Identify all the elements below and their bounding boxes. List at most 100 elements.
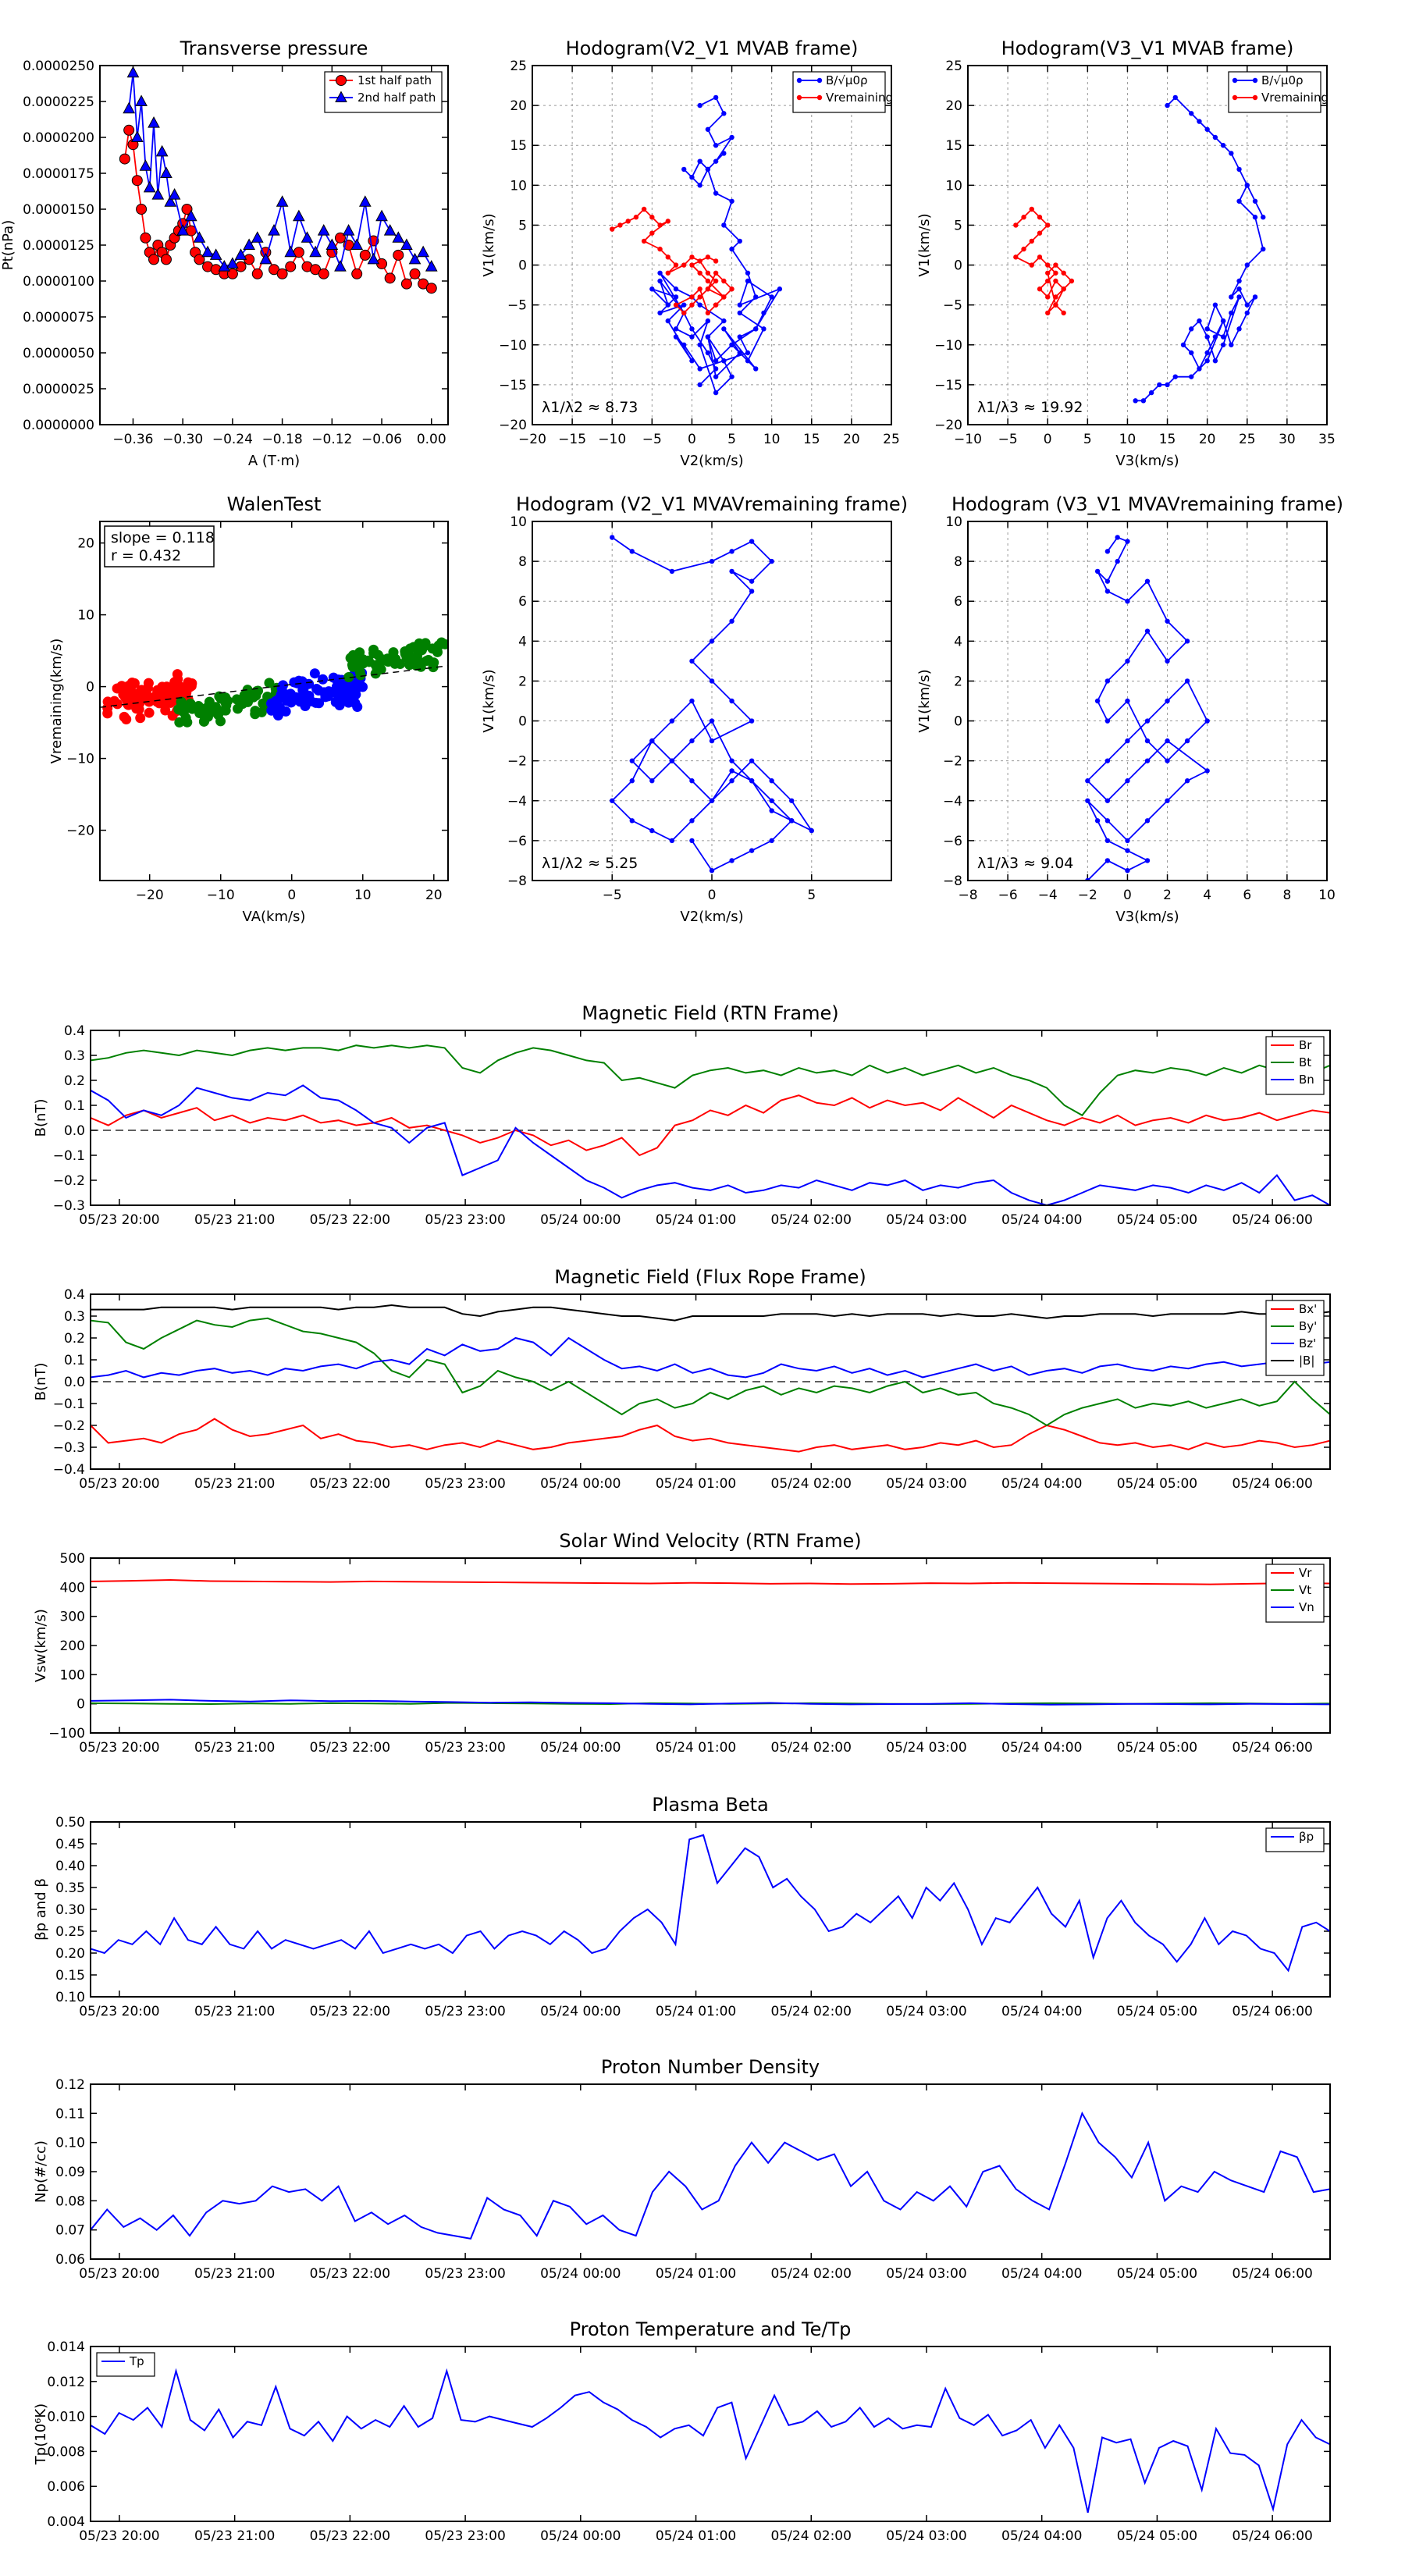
y-tick-label: 4 — [954, 634, 962, 649]
y-tick-label: −20 — [499, 418, 527, 433]
walen-point — [112, 699, 123, 710]
walen-point — [278, 680, 289, 691]
y-tick-label: 25 — [945, 59, 962, 74]
data-point — [1229, 342, 1234, 347]
legend: βp — [1265, 1827, 1325, 1852]
y-axis-label: B(nT) — [33, 1099, 49, 1137]
data-point — [721, 278, 727, 284]
y-tick-label: 10 — [945, 514, 962, 530]
x-tick-label: 6 — [1243, 888, 1251, 903]
data-point — [769, 798, 774, 803]
data-marker — [425, 260, 438, 272]
x-tick-label: 0 — [688, 432, 696, 447]
chart-title: Magnetic Field (Flux Rope Frame) — [554, 1266, 866, 1288]
data-point — [1220, 342, 1226, 347]
data-point — [1197, 119, 1202, 124]
x-tick-label: 05/23 22:00 — [310, 1740, 390, 1756]
x-tick-label: 20 — [425, 888, 443, 903]
data-point — [1104, 758, 1111, 763]
data-point — [629, 818, 635, 824]
legend-marker — [1252, 94, 1258, 101]
plot-frame — [90, 1030, 1331, 1206]
y-tick-label: 0.1 — [64, 1353, 85, 1368]
plot-frame — [532, 521, 892, 881]
data-point — [705, 334, 711, 340]
Bn-line — [91, 1084, 1330, 1205]
y-tick-label: −6 — [507, 834, 527, 849]
data-marker — [400, 238, 413, 250]
x-tick-label: 05/24 06:00 — [1232, 1476, 1312, 1492]
data-point — [1165, 738, 1170, 744]
data-point — [1085, 778, 1090, 784]
x-tick-label: 05/24 02:00 — [771, 1740, 852, 1756]
data-point — [713, 302, 719, 308]
legend-marker — [335, 91, 347, 102]
data-point — [729, 198, 735, 204]
data-point — [705, 310, 711, 316]
data-point — [709, 558, 715, 564]
data-point — [689, 658, 695, 664]
y-tick-label: 0.0000000 — [23, 418, 94, 433]
data-point — [689, 326, 695, 332]
y-tick-label: 0 — [76, 1697, 85, 1713]
x-tick-label: 15 — [1159, 432, 1176, 447]
y-tick-label: 0.010 — [47, 2410, 85, 2425]
x-tick-label: 05/24 00:00 — [540, 1212, 621, 1228]
data-point — [713, 158, 719, 164]
legend-marker — [816, 94, 823, 101]
y-tick-label: 0.0000050 — [23, 346, 94, 361]
y-tick-label: 0.006 — [47, 2479, 85, 2495]
y-axis-label: Vremaining(km/s) — [48, 639, 65, 764]
data-point — [1204, 358, 1210, 364]
y-tick-label: −0.3 — [53, 1198, 85, 1214]
y-tick-label: 15 — [945, 138, 962, 154]
walen-point — [375, 657, 386, 668]
data-marker — [136, 204, 148, 215]
y-tick-label: −0.1 — [53, 1397, 85, 1412]
y-tick-label: −15 — [499, 378, 527, 393]
x-tick-label: 05/23 21:00 — [194, 2004, 275, 2019]
data-marker — [151, 188, 165, 200]
series-line — [1087, 536, 1209, 881]
series-line — [610, 536, 814, 872]
y-tick-label: 0.30 — [55, 1902, 85, 1918]
y-tick-label: −0.2 — [53, 1173, 85, 1189]
data-marker — [143, 180, 156, 193]
data-point — [1104, 549, 1111, 554]
x-tick-label: 05/24 06:00 — [1232, 1212, 1312, 1228]
data-marker — [393, 249, 404, 261]
x-tick-label: −0.06 — [361, 432, 402, 447]
data-point — [1061, 270, 1066, 276]
x-tick-label: 05/23 23:00 — [425, 2266, 505, 2282]
data-point — [713, 374, 719, 379]
x-tick-label: 0 — [287, 888, 296, 903]
x-tick-label: 05/24 05:00 — [1117, 1476, 1197, 1492]
data-point — [1029, 262, 1034, 268]
y-tick-label: −0.3 — [53, 1440, 85, 1456]
y-tick-label: 0.4 — [64, 1023, 85, 1039]
data-point — [657, 278, 663, 284]
legend-label: B/√μ0ρ — [826, 73, 868, 87]
y-tick-label: 500 — [60, 1551, 85, 1567]
data-marker — [160, 166, 173, 178]
x-tick-label: 05/24 03:00 — [886, 2004, 966, 2019]
magnetic-field-rtn-chart: Magnetic Field (RTN Frame) 05/23 20:00 05/… — [33, 1002, 1331, 1228]
x-tick-label: 05/24 06:00 — [1232, 2528, 1312, 2544]
data-point — [697, 258, 702, 264]
data-point — [753, 294, 759, 300]
data-point — [729, 134, 735, 141]
data-point — [673, 302, 679, 308]
data-point — [1125, 658, 1130, 664]
y-tick-label: −2 — [507, 754, 527, 770]
walen-point — [144, 707, 155, 718]
x-tick-label: 05/24 02:00 — [771, 2528, 852, 2544]
data-point — [641, 238, 647, 244]
data-marker — [119, 153, 130, 165]
B/√μ0ρ-line — [1135, 96, 1264, 402]
data-point — [1094, 698, 1101, 704]
data-point — [1165, 102, 1170, 109]
x-tick-label: 05/24 05:00 — [1117, 1212, 1197, 1228]
x-tick-label: 05/24 03:00 — [886, 1212, 966, 1228]
x-tick-label: 05/24 05:00 — [1117, 2528, 1197, 2544]
